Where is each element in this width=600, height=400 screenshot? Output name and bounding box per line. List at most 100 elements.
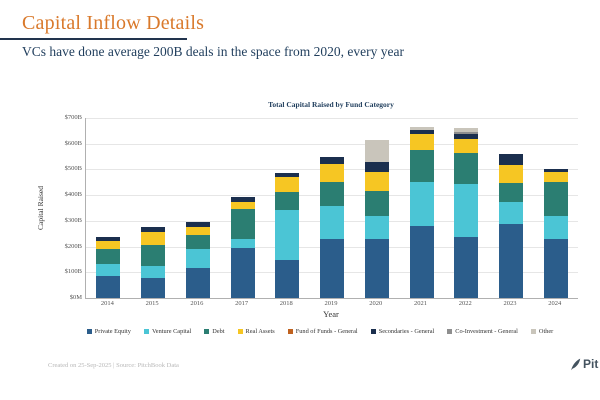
gridline bbox=[86, 143, 578, 145]
x-axis-label: Year bbox=[323, 309, 339, 319]
stacked-bar-2023 bbox=[498, 153, 523, 298]
bar-segment bbox=[230, 238, 255, 248]
bar-segment bbox=[275, 177, 300, 193]
bar-column-2022 bbox=[444, 118, 489, 298]
bar-segment bbox=[409, 127, 434, 131]
stacked-bar-2017 bbox=[230, 196, 255, 298]
legend-item: Debt bbox=[204, 328, 225, 335]
y-tick-label: $500B bbox=[64, 165, 82, 173]
bar-segment bbox=[320, 205, 345, 240]
bar-segment bbox=[141, 227, 166, 232]
bar-segment bbox=[275, 173, 300, 178]
bar-segment bbox=[409, 226, 434, 298]
bar-segment bbox=[185, 235, 210, 250]
bar-segment bbox=[364, 215, 389, 240]
stacked-bar-2014 bbox=[96, 236, 121, 298]
x-tick-label: 2024 bbox=[548, 300, 562, 307]
bar-column-2016 bbox=[175, 118, 220, 298]
bar-column-2020 bbox=[354, 118, 399, 298]
bar-segment bbox=[454, 128, 479, 133]
y-axis-label: Capital Raised bbox=[36, 186, 45, 230]
legend-swatch bbox=[287, 329, 293, 334]
legend-item: Private Equity bbox=[86, 328, 131, 335]
page-title: Capital Inflow Details bbox=[22, 12, 205, 34]
chart-legend: Private Equity Venture Capital Debt Real As… bbox=[60, 328, 580, 335]
legend-item: Secondaries - General bbox=[370, 328, 435, 335]
stacked-bar-2018 bbox=[275, 173, 300, 298]
bar-segment bbox=[185, 226, 210, 236]
bar-segment bbox=[498, 182, 523, 203]
gridline bbox=[86, 118, 578, 119]
bar-segment bbox=[275, 209, 300, 261]
legend-label: Real Assets bbox=[245, 328, 275, 335]
legend-swatch bbox=[143, 329, 149, 334]
bar-segment bbox=[543, 239, 568, 298]
bar-column-2017 bbox=[220, 118, 265, 298]
bar-segment bbox=[185, 221, 210, 227]
legend-item: Venture Capital bbox=[143, 328, 191, 335]
bar-column-2024 bbox=[533, 118, 578, 298]
bar-segment bbox=[454, 132, 479, 135]
legend-label: Debt bbox=[212, 328, 225, 335]
x-tick-label: 2014 bbox=[100, 300, 114, 307]
legend-label: Fund of Funds - General bbox=[295, 328, 358, 335]
x-tick-label: 2016 bbox=[190, 300, 204, 307]
bar-segment bbox=[454, 153, 479, 184]
bar-segment bbox=[141, 266, 166, 278]
legend-item: Co-Investment - General bbox=[447, 328, 518, 335]
bar-segment bbox=[498, 224, 523, 298]
legend-item: Other bbox=[530, 328, 553, 335]
bar-segment bbox=[498, 165, 523, 183]
bar-segment bbox=[409, 150, 434, 183]
bar-segment bbox=[364, 172, 389, 191]
legend-swatch bbox=[530, 329, 536, 334]
stacked-bar-2016 bbox=[185, 221, 210, 298]
stacked-bar-2020 bbox=[364, 140, 389, 298]
bar-column-2015 bbox=[131, 118, 176, 298]
bar-segment bbox=[409, 134, 434, 151]
bar-segment bbox=[454, 183, 479, 237]
bars-container bbox=[86, 118, 578, 298]
legend-swatch bbox=[204, 329, 210, 334]
y-tick-label: $0M bbox=[69, 294, 82, 301]
bar-column-2018 bbox=[265, 118, 310, 298]
bar-segment bbox=[141, 231, 166, 246]
bar-segment bbox=[454, 236, 479, 298]
bar-segment bbox=[96, 236, 121, 241]
stacked-bar-2021 bbox=[409, 127, 434, 298]
bar-segment bbox=[230, 208, 255, 239]
legend-label: Secondaries - General bbox=[378, 328, 435, 335]
bar-segment bbox=[185, 249, 210, 268]
bar-segment bbox=[320, 181, 345, 206]
bar-segment bbox=[96, 263, 121, 277]
x-tick-label: 2021 bbox=[414, 300, 427, 307]
bar-segment bbox=[320, 163, 345, 182]
bar-segment bbox=[543, 182, 568, 216]
y-tick-label: $600B bbox=[64, 139, 82, 147]
chart-title: Total Capital Raised by Fund Category bbox=[268, 100, 394, 109]
bar-segment bbox=[96, 276, 121, 298]
x-tick-label: 2018 bbox=[279, 300, 293, 307]
title-underline bbox=[0, 38, 187, 40]
legend-label: Private Equity bbox=[94, 328, 131, 335]
bar-segment bbox=[454, 134, 479, 139]
bar-segment bbox=[230, 202, 255, 209]
bar-segment bbox=[498, 153, 523, 166]
bar-column-2021 bbox=[399, 118, 444, 298]
x-axis-ticks: 2014 2015 2016 2017 2018 2019 2020 2021 2022 2023… bbox=[85, 300, 577, 307]
y-tick-label: $700B bbox=[64, 114, 82, 121]
stacked-bar-2015 bbox=[141, 227, 166, 298]
plot-area: $0M $100B $200B $300B $400B $500B $600B $700B bbox=[65, 114, 578, 301]
legend-label: Co-Investment - General bbox=[455, 328, 518, 335]
x-tick-label: 2023 bbox=[503, 300, 517, 307]
bar-segment bbox=[96, 240, 121, 250]
y-tick-label: $200B bbox=[64, 242, 82, 250]
bar-segment bbox=[320, 157, 345, 164]
bar-segment bbox=[409, 130, 434, 135]
bar-segment bbox=[185, 267, 210, 298]
x-tick-label: 2015 bbox=[145, 300, 159, 307]
bar-segment bbox=[275, 260, 300, 298]
legend-item: Fund of Funds - General bbox=[287, 328, 358, 335]
bar-column-2023 bbox=[489, 118, 534, 298]
bar-segment bbox=[230, 196, 255, 203]
